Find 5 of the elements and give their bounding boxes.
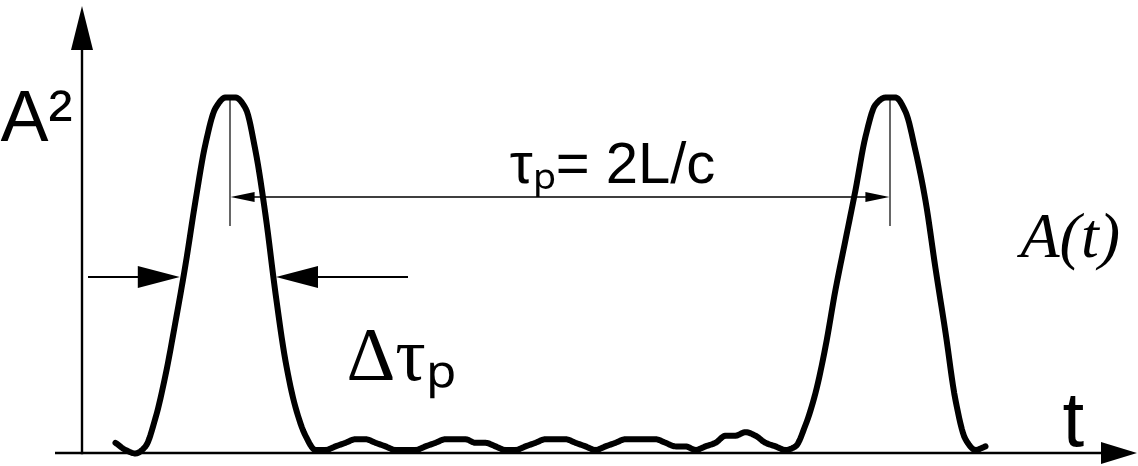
annotation: Δτₚ [346, 311, 456, 399]
y-axis-title: A² [0, 75, 73, 156]
series-label: A(t) [1016, 200, 1120, 271]
x-axis-title: t [1062, 374, 1085, 463]
annotation: τₚ= 2L/c [509, 130, 716, 197]
